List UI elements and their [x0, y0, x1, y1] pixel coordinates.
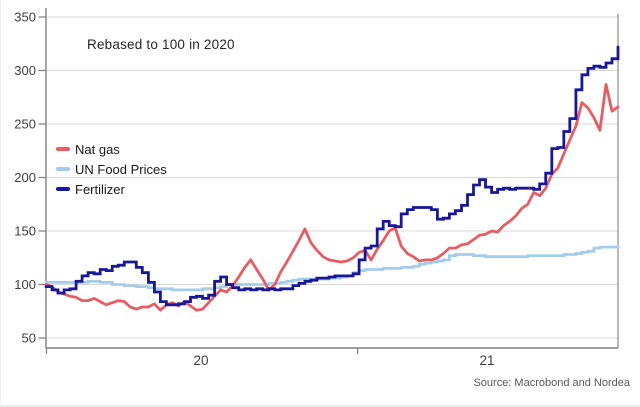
x-axis-label-2021: 21: [479, 353, 495, 368]
y-tick-label-300: 300: [14, 63, 36, 78]
legend-item-unfood: UN Food Prices: [56, 159, 167, 179]
legend-label-natgas: Nat gas: [75, 141, 120, 157]
legend-label-unfood: UN Food Prices: [75, 161, 167, 177]
series-line-fertilizer: [44, 45, 620, 307]
x-axis-label-2020: 20: [193, 353, 209, 368]
natgas-line-swatch: [56, 147, 70, 151]
y-tick-label-150: 150: [14, 224, 36, 239]
fertilizer-line-swatch: [56, 187, 70, 191]
chart-annotation: Rebased to 100 in 2020: [87, 37, 235, 52]
series-line-un-food-prices: [44, 244, 620, 292]
legend-label-fertilizer: Fertilizer: [75, 181, 125, 197]
y-tick-label-100: 100: [14, 277, 36, 292]
y-tick-label-250: 250: [14, 117, 36, 132]
y-tick-label-350: 350: [14, 10, 36, 25]
legend-item-natgas: Nat gas: [56, 139, 167, 159]
unfood-line-swatch: [56, 167, 70, 171]
y-tick-label-200: 200: [14, 170, 36, 185]
source-note: Source: Macrobond and Nordea: [473, 377, 630, 389]
y-tick-label-50: 50: [22, 331, 36, 346]
legend: Nat gas UN Food Prices Fertilizer: [56, 139, 167, 199]
legend-item-fertilizer: Fertilizer: [56, 179, 167, 199]
series-line-nat-gas: [44, 83, 620, 312]
